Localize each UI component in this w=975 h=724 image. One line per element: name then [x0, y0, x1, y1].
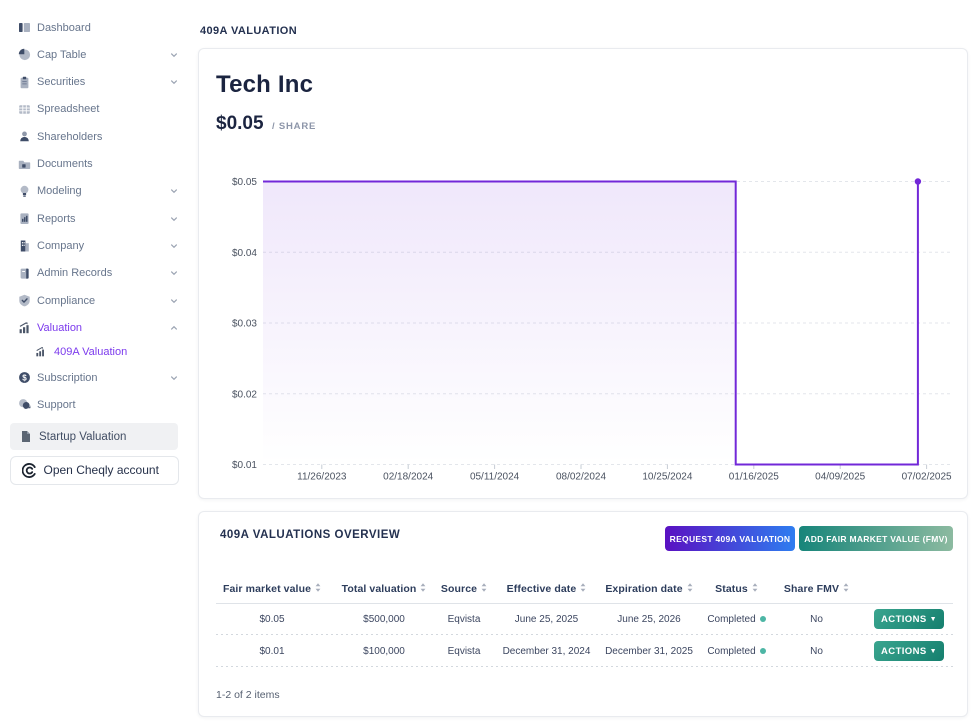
- svg-text:05/11/2024: 05/11/2024: [470, 472, 520, 483]
- svg-text:$: $: [22, 373, 27, 382]
- svg-text:11/26/2023: 11/26/2023: [297, 472, 347, 483]
- svg-text:08/02/2024: 08/02/2024: [556, 472, 606, 483]
- svg-text:07/02/2025: 07/02/2025: [902, 472, 952, 483]
- svg-text:02/18/2024: 02/18/2024: [383, 472, 433, 483]
- svg-text:10/25/2024: 10/25/2024: [642, 472, 692, 483]
- svg-text:01/16/2025: 01/16/2025: [729, 472, 779, 483]
- svg-text:$0.03: $0.03: [232, 319, 257, 330]
- svg-text:$0.01: $0.01: [232, 460, 257, 471]
- svg-text:04/09/2025: 04/09/2025: [815, 472, 865, 483]
- svg-text:$0.02: $0.02: [232, 389, 257, 400]
- svg-text:$0.04: $0.04: [232, 248, 257, 259]
- svg-text:$0.05: $0.05: [232, 177, 257, 188]
